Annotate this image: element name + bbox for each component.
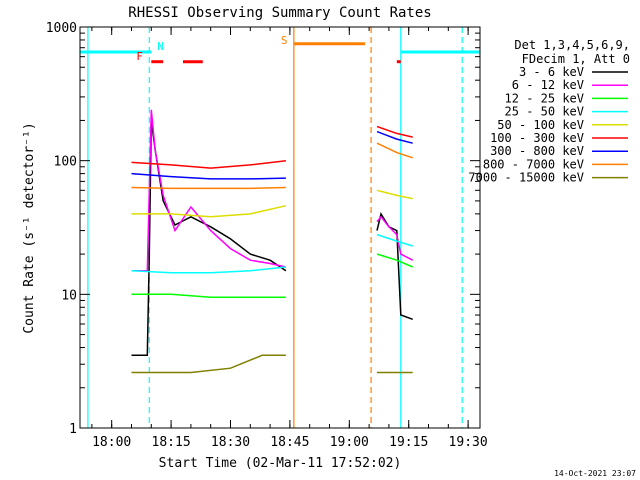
series-line xyxy=(131,172,286,180)
chart-title: RHESSI Observing Summary Count Rates xyxy=(128,5,431,21)
series-line xyxy=(131,159,286,169)
x-tick-label: 18:30 xyxy=(211,435,250,450)
x-tick-label: 19:15 xyxy=(389,435,428,450)
annotation-n: N xyxy=(157,40,164,53)
legend-label: 100 - 300 keV xyxy=(490,131,584,145)
x-tick-label: 19:30 xyxy=(449,435,488,450)
x-tick-label: 19:00 xyxy=(330,435,369,450)
legend-label: 300 - 800 keV xyxy=(490,144,584,158)
series-line xyxy=(376,233,413,247)
legend-label: 25 - 50 keV xyxy=(505,105,584,119)
plot-frame xyxy=(79,26,481,429)
y-tick-label: 1 xyxy=(69,422,77,437)
series-2 xyxy=(131,109,414,272)
x-tick-label: 18:15 xyxy=(152,435,191,450)
series-4 xyxy=(131,233,413,274)
annotation-f: F xyxy=(136,50,143,63)
series-line xyxy=(376,189,413,200)
footer-timestamp: 14-Oct-2021 23:07 xyxy=(554,469,636,478)
series-line xyxy=(131,293,286,299)
y-tick-label: 100 xyxy=(54,155,77,170)
series-lines xyxy=(131,109,414,374)
series-9 xyxy=(131,354,413,374)
x-tick-label: 18:45 xyxy=(270,435,309,450)
series-5 xyxy=(131,189,413,218)
legend-label: 7000 - 15000 keV xyxy=(468,171,584,185)
annotation-s: S xyxy=(281,34,288,47)
y-axis-label: Count Rate (s⁻¹ detector⁻¹) xyxy=(22,122,37,333)
series-8 xyxy=(131,142,413,190)
series-7 xyxy=(131,130,413,180)
legend-header-line-2: FDecim 1, Att 0 xyxy=(522,52,630,66)
legend-label: 6 - 12 keV xyxy=(512,78,584,92)
series-line xyxy=(376,215,414,261)
series-line xyxy=(376,125,413,138)
legend-label: 800 - 7000 keV xyxy=(483,157,584,171)
legend-label: 3 - 6 keV xyxy=(519,65,584,79)
legend-label: 50 - 100 keV xyxy=(497,118,584,132)
legend-header-line-1: Det 1,3,4,5,6,9, xyxy=(514,38,630,52)
legend: Det 1,3,4,5,6,9, FDecim 1, Att 0 3 - 6 k… xyxy=(468,38,630,185)
x-axis-ticks: 18:00 18:15 18:30 18:45 19:00 19:15 19:30 xyxy=(91,27,488,450)
flag-annotations: N F S xyxy=(136,34,287,63)
series-line xyxy=(376,130,413,144)
series-6 xyxy=(131,125,413,169)
series-line xyxy=(376,142,413,159)
y-tick-label: 1000 xyxy=(46,21,77,36)
flag-bars xyxy=(80,42,480,64)
x-axis-label: Start Time (02-Mar-11 17:52:02) xyxy=(159,456,402,471)
series-line xyxy=(376,253,413,268)
series-line xyxy=(131,354,286,374)
series-3 xyxy=(131,253,413,299)
series-line xyxy=(131,120,287,357)
series-line xyxy=(131,266,286,274)
series-line xyxy=(131,186,286,190)
y-axis-ticks: 1 10 100 1000 xyxy=(46,21,480,437)
series-line xyxy=(131,109,287,272)
legend-label: 12 - 25 keV xyxy=(505,91,584,105)
series-line xyxy=(131,204,287,218)
y-tick-label: 10 xyxy=(61,288,77,303)
x-tick-label: 18:00 xyxy=(92,435,131,450)
